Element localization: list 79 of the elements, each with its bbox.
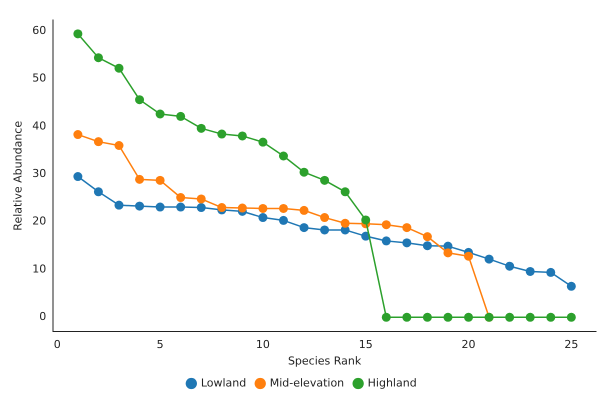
legend-label: Mid-elevation bbox=[270, 376, 344, 390]
point bbox=[320, 213, 330, 222]
point bbox=[238, 131, 247, 140]
point bbox=[300, 223, 309, 232]
point bbox=[156, 110, 165, 119]
point bbox=[196, 194, 206, 204]
point bbox=[94, 137, 103, 146]
point bbox=[258, 213, 268, 222]
point bbox=[176, 112, 186, 121]
point bbox=[443, 248, 452, 258]
point bbox=[300, 168, 309, 177]
point bbox=[546, 268, 556, 277]
legend-label: Highland bbox=[368, 376, 417, 390]
point bbox=[176, 202, 186, 212]
point bbox=[443, 312, 452, 322]
y-tick-label: 0 bbox=[39, 310, 46, 324]
x-tick-label: 0 bbox=[54, 338, 61, 352]
point bbox=[526, 312, 535, 322]
point bbox=[422, 232, 432, 242]
point bbox=[94, 187, 103, 196]
point bbox=[340, 218, 350, 228]
point bbox=[258, 138, 268, 147]
point bbox=[505, 312, 514, 322]
y-tick-label: 50 bbox=[32, 72, 46, 85]
y-tick-label: 40 bbox=[32, 119, 46, 132]
point bbox=[340, 187, 350, 196]
point bbox=[484, 254, 494, 264]
point bbox=[73, 29, 82, 38]
point bbox=[464, 312, 474, 322]
point bbox=[114, 64, 124, 73]
point bbox=[402, 312, 412, 322]
point bbox=[402, 238, 412, 248]
x-tick-label: 25 bbox=[564, 338, 578, 352]
point bbox=[566, 312, 576, 322]
point bbox=[73, 172, 82, 182]
point bbox=[546, 312, 556, 322]
point bbox=[196, 124, 206, 133]
point bbox=[258, 204, 268, 213]
y-axis-title: Relative Abundance bbox=[11, 120, 24, 231]
y-tick-label: 30 bbox=[32, 166, 46, 180]
x-tick-label: 10 bbox=[256, 338, 270, 352]
point bbox=[156, 176, 165, 185]
point bbox=[114, 200, 124, 210]
x-tick-label: 15 bbox=[358, 338, 373, 352]
point bbox=[278, 216, 288, 225]
y-tick-label: 10 bbox=[32, 262, 46, 276]
point bbox=[422, 241, 432, 250]
point bbox=[300, 206, 309, 215]
point bbox=[278, 204, 288, 213]
point bbox=[135, 95, 144, 104]
point bbox=[422, 312, 432, 322]
point bbox=[135, 202, 144, 211]
legend-label: Lowland bbox=[200, 376, 246, 390]
point bbox=[320, 176, 330, 185]
point bbox=[382, 220, 391, 230]
point bbox=[382, 312, 391, 322]
point bbox=[278, 151, 288, 160]
x-tick-label: 20 bbox=[462, 338, 476, 352]
point bbox=[320, 225, 330, 234]
point bbox=[114, 141, 124, 150]
point bbox=[361, 215, 370, 224]
point bbox=[382, 236, 391, 246]
point bbox=[238, 204, 247, 213]
point bbox=[505, 262, 514, 271]
y-tick-label: 60 bbox=[32, 24, 46, 37]
point bbox=[156, 202, 165, 212]
point bbox=[176, 193, 186, 202]
point bbox=[526, 266, 535, 276]
point bbox=[402, 223, 412, 232]
point bbox=[566, 282, 576, 291]
point bbox=[196, 203, 206, 212]
x-tick-label: 5 bbox=[156, 338, 164, 352]
point bbox=[73, 130, 82, 140]
point bbox=[135, 174, 144, 184]
point bbox=[94, 53, 103, 62]
point bbox=[217, 130, 226, 139]
y-tick-label: 20 bbox=[32, 214, 46, 228]
point bbox=[464, 252, 474, 261]
x-axis-title: Species Rank bbox=[288, 354, 362, 368]
